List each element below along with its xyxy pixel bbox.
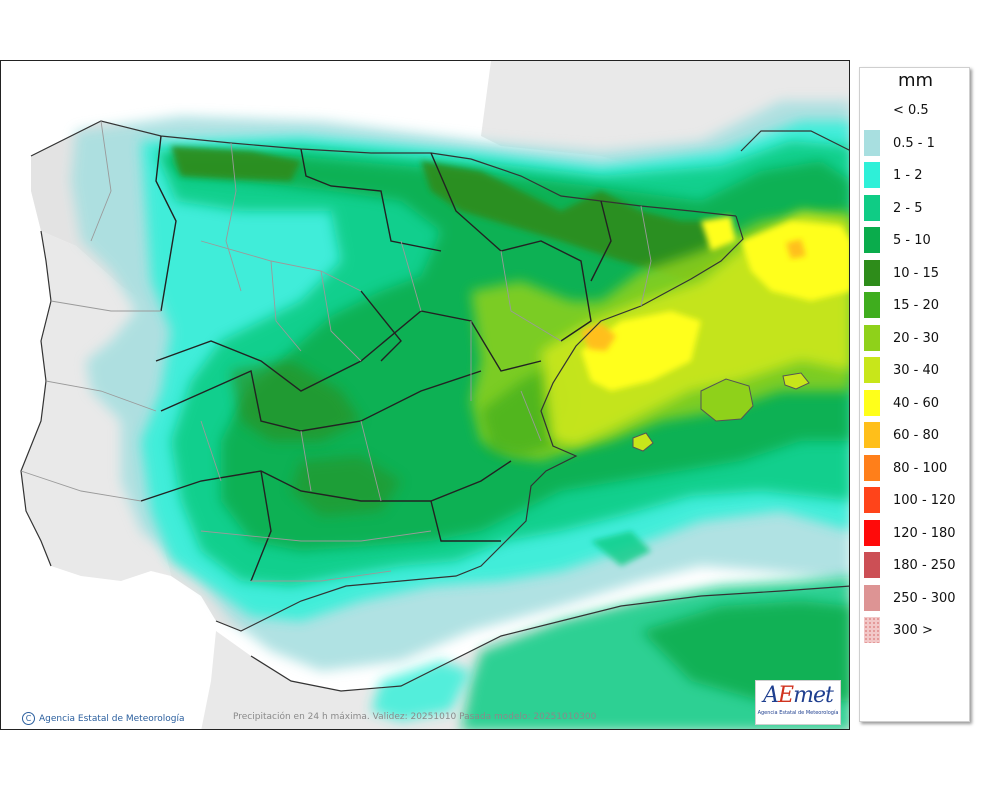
- menorca-island: [782, 372, 810, 390]
- legend-swatch: [864, 584, 880, 611]
- legend-swatch: [864, 292, 880, 318]
- precipitation-legend: mm < 0.5 0.5 - 1 1 - 2 2 - 5 5 - 10 10 - 15 15…: [859, 67, 970, 722]
- legend-item: 0.5 - 1: [864, 129, 968, 158]
- mallorca-island: [700, 378, 754, 422]
- legend-label: 80 - 100: [893, 460, 948, 476]
- france-land: [481, 61, 849, 186]
- legend-item: 100 - 120: [864, 487, 968, 515]
- legend-swatch: [864, 357, 880, 383]
- coastlines: [20, 120, 849, 692]
- legend-label: 300 >: [893, 623, 933, 638]
- legend-item: 60 - 80: [864, 422, 968, 450]
- legend-swatch: [864, 552, 880, 578]
- legend-label: 15 - 20: [893, 298, 940, 313]
- legend-item: 40 - 60: [864, 389, 968, 418]
- legend-item: 180 - 250: [864, 552, 968, 580]
- legend-label: 120 - 180: [893, 525, 956, 541]
- logo-wordmark: AEmet: [763, 683, 834, 708]
- copyright-text: Agencia Estatal de Meteorología: [39, 713, 185, 724]
- legend-label: 2 - 5: [893, 200, 923, 216]
- legend-swatch: [864, 324, 880, 351]
- legend-label: 1 - 2: [893, 168, 923, 183]
- legend-item: 120 - 180: [864, 519, 968, 548]
- legend-item: 80 - 100: [864, 454, 968, 483]
- legend-item: 15 - 20: [864, 292, 968, 320]
- legend-label: 20 - 30: [893, 330, 940, 346]
- legend-item: 5 - 10: [864, 227, 968, 255]
- legend-label: 5 - 10: [893, 233, 931, 248]
- legend-swatch: [864, 617, 880, 643]
- legend-label: 0.5 - 1: [893, 135, 935, 151]
- precipitation-map: [0, 60, 850, 730]
- legend-item: 2 - 5: [864, 194, 968, 223]
- legend-label: 250 - 300: [893, 590, 956, 606]
- legend-label: 40 - 60: [893, 395, 940, 411]
- legend-swatch: [864, 227, 880, 253]
- legend-label: 100 - 120: [893, 493, 956, 508]
- legend-swatch: [864, 519, 880, 546]
- province-borders: [20, 120, 652, 582]
- legend-swatch: [864, 487, 880, 513]
- aemet-logo: AEmet Agencia Estatal de Meteorología: [755, 680, 841, 725]
- legend-title: mm: [897, 70, 934, 91]
- legend-swatch: [864, 129, 880, 156]
- legend-item: 300 >: [864, 617, 968, 645]
- legend-item: 1 - 2: [864, 162, 968, 190]
- legend-item: 20 - 30: [864, 324, 968, 353]
- logo-subtitle: Agencia Estatal de Meteorología: [757, 710, 839, 716]
- ibiza-island: [632, 432, 654, 452]
- legend-item: < 0.5: [864, 97, 968, 125]
- map-canvas: [1, 61, 849, 729]
- legend-swatch: [864, 194, 880, 221]
- precipitation-field: [71, 101, 849, 729]
- legend-label: < 0.5: [893, 103, 929, 118]
- map-caption: Precipitación en 24 h máxima. Validez: 2…: [233, 712, 597, 722]
- legend-item: 30 - 40: [864, 357, 968, 385]
- legend-item: 250 - 300: [864, 584, 968, 613]
- copyright-notice: C Agencia Estatal de Meteorología: [22, 712, 185, 725]
- copyright-icon: C: [22, 712, 35, 725]
- legend-label: 30 - 40: [893, 363, 940, 378]
- legend-item: 10 - 15: [864, 259, 968, 288]
- legend-swatch: [864, 97, 880, 123]
- legend-label: 60 - 80: [893, 428, 940, 443]
- legend-swatch: [864, 162, 880, 188]
- legend-swatch: [864, 259, 880, 286]
- legend-swatch: [864, 389, 880, 416]
- legend-swatch: [864, 422, 880, 448]
- legend-swatch: [864, 454, 880, 481]
- legend-label: 10 - 15: [893, 265, 940, 281]
- legend-label: 180 - 250: [893, 558, 956, 573]
